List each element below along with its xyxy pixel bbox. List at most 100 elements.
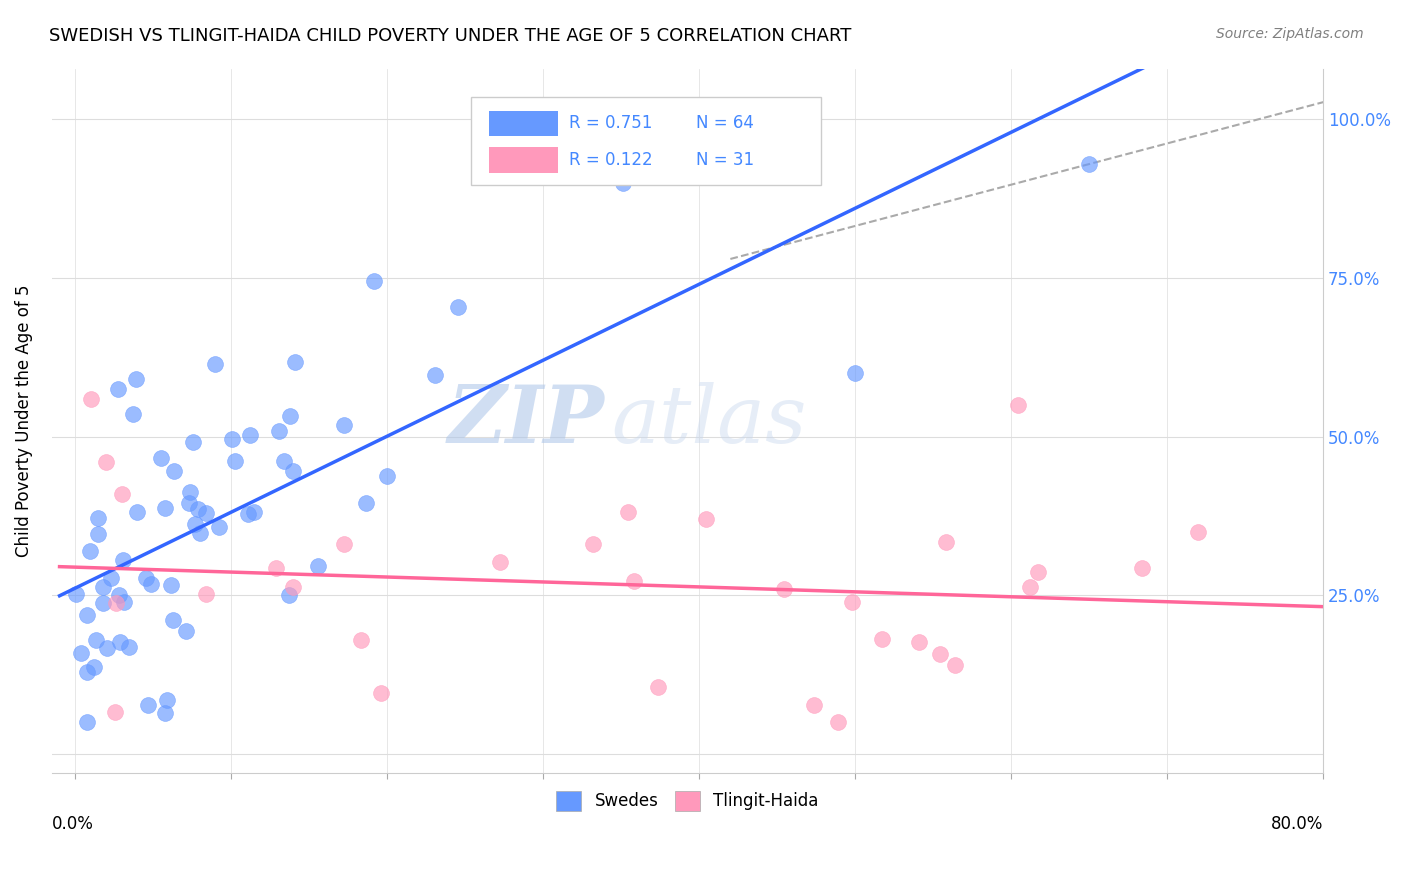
Point bbox=[1130, 560, 1153, 574]
Text: SWEDISH VS TLINGIT-HAIDA CHILD POVERTY UNDER THE AGE OF 5 CORRELATION CHART: SWEDISH VS TLINGIT-HAIDA CHILD POVERTY U… bbox=[49, 27, 852, 45]
Point bbox=[122, 407, 145, 421]
Point bbox=[135, 571, 157, 585]
Point bbox=[163, 464, 186, 478]
Point bbox=[242, 504, 264, 518]
Point bbox=[107, 382, 129, 396]
Point bbox=[1028, 565, 1050, 579]
Point bbox=[489, 555, 512, 569]
Point bbox=[177, 496, 200, 510]
Point bbox=[162, 613, 184, 627]
Point bbox=[91, 596, 114, 610]
Point bbox=[153, 501, 176, 516]
Point bbox=[179, 485, 201, 500]
Point bbox=[176, 624, 198, 638]
Point bbox=[190, 525, 212, 540]
Point bbox=[96, 455, 118, 469]
Point bbox=[141, 576, 163, 591]
Point bbox=[647, 680, 669, 694]
Point bbox=[354, 496, 377, 510]
Point bbox=[76, 715, 98, 730]
Point bbox=[112, 595, 135, 609]
FancyBboxPatch shape bbox=[489, 147, 558, 173]
Text: 80.0%: 80.0% bbox=[1271, 815, 1323, 833]
Point bbox=[773, 582, 796, 597]
Text: N = 31: N = 31 bbox=[696, 151, 755, 169]
Point bbox=[283, 464, 305, 478]
Point bbox=[1078, 157, 1101, 171]
Point bbox=[187, 502, 209, 516]
Point bbox=[221, 432, 243, 446]
Point bbox=[269, 424, 291, 438]
Point bbox=[236, 508, 259, 522]
Point bbox=[375, 469, 398, 483]
Point bbox=[1019, 581, 1042, 595]
Point bbox=[84, 633, 107, 648]
Point bbox=[350, 633, 373, 648]
Point bbox=[108, 635, 131, 649]
Point bbox=[370, 686, 392, 700]
Point bbox=[695, 512, 717, 526]
Point bbox=[1007, 398, 1029, 412]
Point bbox=[183, 435, 205, 450]
Point bbox=[86, 527, 108, 541]
Text: atlas: atlas bbox=[612, 382, 807, 459]
Point bbox=[96, 641, 118, 656]
Point bbox=[935, 535, 957, 549]
Point bbox=[908, 634, 931, 648]
Point bbox=[333, 418, 356, 433]
Point bbox=[112, 553, 135, 567]
Point bbox=[582, 536, 605, 550]
Point bbox=[278, 409, 301, 423]
Point bbox=[425, 368, 447, 382]
Text: 0.0%: 0.0% bbox=[52, 815, 94, 833]
Point bbox=[204, 357, 226, 371]
Y-axis label: Child Poverty Under the Age of 5: Child Poverty Under the Age of 5 bbox=[15, 285, 32, 558]
Point bbox=[104, 705, 127, 719]
Point bbox=[195, 587, 218, 601]
Point bbox=[844, 366, 866, 380]
Point bbox=[1187, 524, 1209, 539]
Point bbox=[307, 559, 329, 574]
Point bbox=[281, 580, 304, 594]
Point bbox=[156, 693, 179, 707]
Point bbox=[136, 698, 159, 713]
Point bbox=[363, 274, 385, 288]
Point bbox=[76, 607, 98, 622]
Point bbox=[827, 715, 849, 730]
Legend: Swedes, Tlingit-Haida: Swedes, Tlingit-Haida bbox=[550, 784, 825, 818]
Point bbox=[83, 660, 105, 674]
Point bbox=[623, 574, 645, 589]
Point bbox=[127, 505, 149, 519]
Point bbox=[91, 581, 114, 595]
Point bbox=[76, 665, 98, 679]
Point bbox=[224, 453, 246, 467]
Point bbox=[273, 454, 295, 468]
Point bbox=[108, 588, 131, 602]
Text: R = 0.122: R = 0.122 bbox=[569, 151, 652, 169]
FancyBboxPatch shape bbox=[471, 96, 821, 185]
Point bbox=[929, 647, 952, 661]
Point bbox=[208, 520, 231, 534]
Point bbox=[105, 596, 128, 610]
Point bbox=[79, 544, 101, 558]
Point bbox=[447, 300, 470, 314]
Point bbox=[70, 646, 93, 660]
Point bbox=[124, 372, 146, 386]
Point bbox=[277, 587, 299, 601]
Point bbox=[87, 511, 110, 525]
FancyBboxPatch shape bbox=[489, 111, 558, 136]
Point bbox=[612, 176, 634, 190]
Point bbox=[195, 507, 218, 521]
Text: R = 0.751: R = 0.751 bbox=[569, 114, 652, 133]
Point bbox=[617, 505, 640, 519]
Point bbox=[333, 537, 356, 551]
Point bbox=[239, 428, 262, 442]
Point bbox=[803, 698, 825, 712]
Point bbox=[159, 578, 181, 592]
Text: ZIP: ZIP bbox=[449, 382, 605, 459]
Point bbox=[264, 560, 287, 574]
Point bbox=[943, 658, 966, 673]
Point bbox=[80, 392, 103, 406]
Point bbox=[65, 587, 87, 601]
Point bbox=[841, 595, 863, 609]
